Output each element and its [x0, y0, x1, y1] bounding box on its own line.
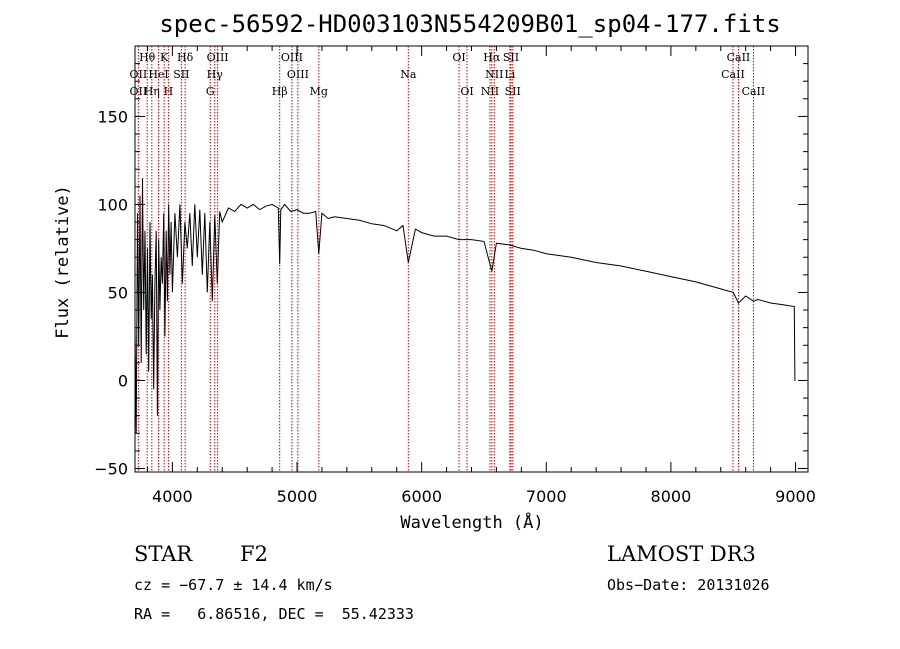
y-axis-ticks: −50 0 50 100 150: [94, 63, 808, 478]
redshift-text: cz = −67.7 ± 14.4 km/s: [134, 576, 333, 594]
spectral-line-label: OI: [452, 51, 465, 64]
spectral-line-label: OI: [460, 85, 473, 98]
obs-date: Obs−Date: 20131026: [607, 576, 770, 594]
spectral-line-label: Li: [504, 68, 515, 81]
spectral-line-label: SII: [173, 68, 189, 81]
spectral-line-label: K: [160, 51, 169, 64]
y-axis-label: Flux (relative): [53, 185, 73, 339]
plot-frame: [134, 45, 809, 473]
radec-text: RA = 6.86516, DEC = 55.42333: [134, 605, 414, 623]
x-axis-label: Wavelength (Å): [400, 511, 543, 533]
spectral-line-label: H: [164, 85, 174, 98]
spectral-line-label: Na: [400, 68, 417, 81]
x-tick-label: 7000: [526, 487, 567, 506]
spectral-line-label: CaII: [742, 85, 766, 98]
x-tick-label: 6000: [401, 487, 442, 506]
spectral-line-label: CaII: [727, 51, 751, 64]
spectral-line-label: SII: [505, 85, 521, 98]
x-tick-label: 9000: [775, 487, 816, 506]
spectral-line-label: OII: [130, 68, 148, 81]
spectral-line-label: OIII: [207, 51, 229, 64]
y-tick-label: −50: [94, 459, 128, 478]
spectral-line-label: Hη: [144, 85, 160, 98]
chart-title: spec-56592-HD003103N554209B01_sp04-177.f…: [159, 10, 780, 38]
spectral-line-label: HeI: [148, 68, 168, 81]
spectral-line-label: Hα: [483, 51, 501, 64]
y-tick-label: 100: [97, 195, 128, 214]
spectral-line-label: OIII: [287, 68, 309, 81]
spectral-line-label: NII: [481, 85, 499, 98]
x-tick-label: 8000: [651, 487, 692, 506]
spectral-line-label: Hθ: [139, 51, 156, 64]
x-tick-label: 4000: [152, 487, 193, 506]
y-tick-label: 0: [118, 371, 128, 390]
spectral-line-label: NII: [485, 68, 503, 81]
survey-name: LAMOST DR3: [607, 542, 756, 566]
spectral-line-label: Hβ: [272, 85, 288, 98]
object-subclass: F2: [240, 542, 268, 566]
spectral-line-label: Hγ: [207, 68, 224, 81]
spectral-line-label: Hδ: [177, 51, 194, 64]
x-tick-label: 5000: [277, 487, 318, 506]
spectrum-line: [134, 177, 796, 434]
spectral-line-markers: [137, 46, 754, 472]
spectral-line-label: OIII: [281, 51, 303, 64]
spectral-line-label: CaII: [721, 68, 745, 81]
y-tick-label: 150: [97, 107, 128, 126]
spectral-line-label: Mg: [310, 85, 328, 98]
object-class: STAR: [134, 542, 193, 566]
spectral-line-label: OII: [130, 85, 148, 98]
y-tick-label: 50: [108, 283, 128, 302]
x-axis-ticks: 4000 5000 6000 7000 8000 9000: [146, 46, 816, 506]
spectral-line-label: G: [206, 85, 215, 98]
spectral-line-label: SII: [503, 51, 519, 64]
